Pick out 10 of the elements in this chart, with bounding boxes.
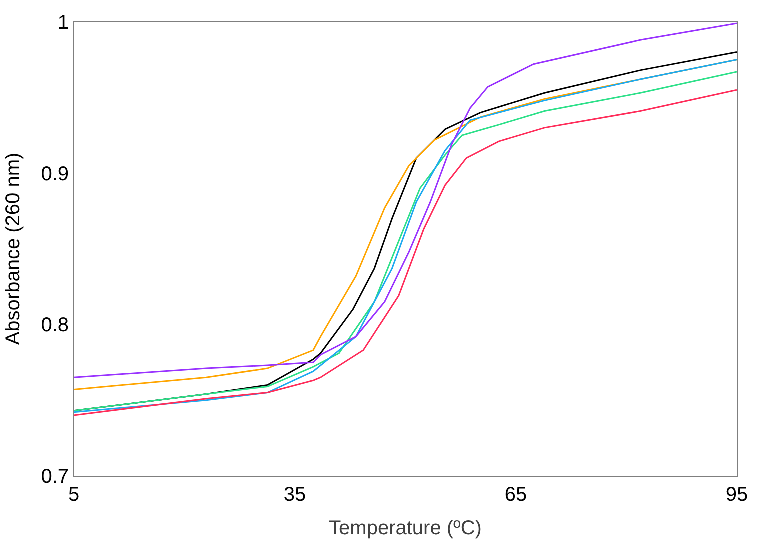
x-tick-label: 5	[68, 484, 80, 506]
y-tick-label: 0.8	[41, 314, 69, 337]
x-tick-label: 95	[726, 484, 748, 506]
x-tick-label: 35	[284, 484, 306, 506]
y-tick-label: 0.9	[41, 163, 69, 186]
x-axis-title: Temperature (ºC)	[329, 518, 482, 540]
y-tick-label: 1	[58, 12, 69, 34]
y-axis-title: Absorbance (260 nm)	[2, 152, 25, 346]
y-tick-label: 0.7	[41, 466, 69, 488]
x-tick-label: 65	[504, 484, 528, 506]
